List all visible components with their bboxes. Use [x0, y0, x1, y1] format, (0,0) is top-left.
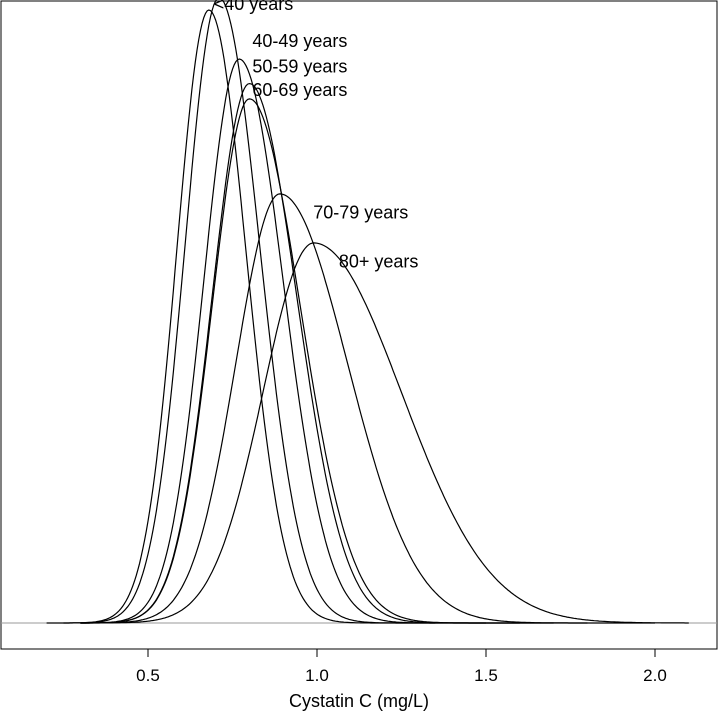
series-label-3: 50-59 years [252, 57, 347, 77]
density-curve-5 [80, 193, 655, 624]
x-tick-label-1: 1.0 [305, 666, 329, 685]
x-axis-ticks: 0.5 1.0 1.5 2.0 [136, 649, 667, 685]
x-axis-title: Cystatin C (mg/L) [289, 691, 429, 711]
series-label-2: 40-49 years [252, 31, 347, 51]
plot-frame [0, 0, 718, 650]
series-label-5: 70-79 years [313, 202, 408, 222]
density-curve-3 [80, 82, 554, 624]
x-tick-label-2: 1.5 [474, 666, 498, 685]
series-label-4: 60-69 years [252, 80, 347, 100]
density-curve-0 [46, 9, 436, 624]
density-curve-6 [80, 242, 689, 624]
x-tick-label-0: 0.5 [136, 666, 160, 685]
series-label-6: 80+ years [339, 252, 419, 272]
series-label-0: <40 years [214, 0, 294, 14]
series-label-group: <40 years 40-49 years 50-59 years 60-69 yea… [214, 0, 419, 272]
x-tick-label-3: 2.0 [643, 666, 667, 685]
density-curve-4 [80, 98, 588, 624]
curve-group [46, 0, 689, 624]
